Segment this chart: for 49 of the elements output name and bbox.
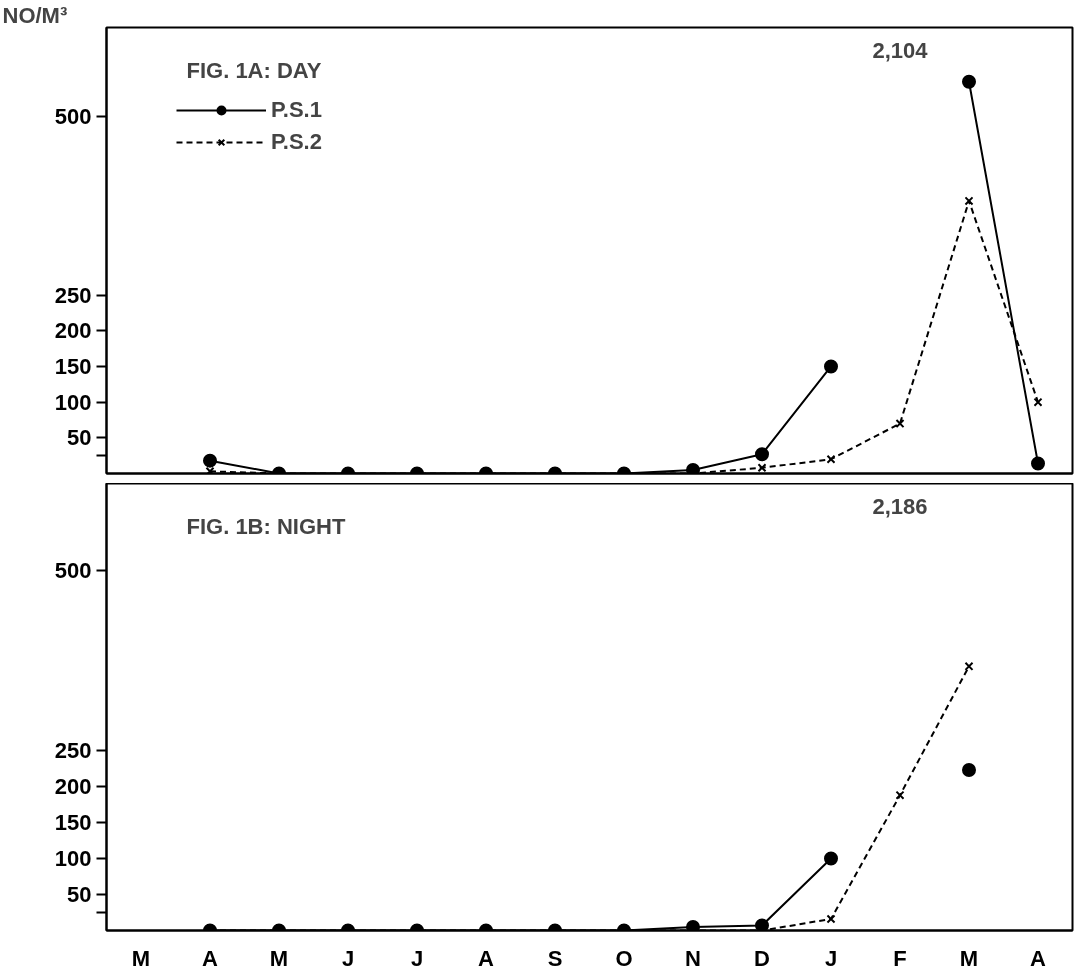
point: [1033, 397, 1043, 407]
point: [205, 466, 215, 474]
point: [757, 463, 767, 473]
y-tick-label: 100: [54, 389, 92, 415]
point: [686, 919, 700, 931]
x-tick-label: M: [269, 945, 289, 971]
x-tick-label: M: [959, 945, 979, 971]
point: [203, 453, 217, 468]
x-tick-label: A: [1030, 945, 1047, 971]
point: [895, 790, 905, 800]
x-tick-label: A: [202, 945, 219, 971]
annotation: 2,104: [872, 37, 929, 63]
x-tick-label: F: [893, 945, 907, 971]
y-tick-label: 200: [54, 318, 92, 344]
x-tick-label: D: [754, 945, 770, 971]
x-tick-label: O: [615, 945, 633, 971]
point: [964, 196, 974, 206]
y-tick-label: 200: [54, 774, 92, 800]
x-tick-label: A: [478, 945, 495, 971]
y-tick-label: 250: [54, 738, 92, 764]
x-tick-label: M: [131, 945, 151, 971]
y-tick-label: 250: [54, 282, 92, 308]
text: FIG. 1B: NIGHT: [186, 513, 346, 539]
point: [895, 419, 905, 429]
y-tick-label: 150: [54, 353, 92, 379]
legend-label: P.S.2: [271, 129, 322, 155]
point: [962, 762, 976, 777]
y-tick-label: 100: [54, 846, 92, 872]
text: FIG. 1A: DAY: [186, 57, 322, 83]
x-tick-label: J: [410, 945, 424, 971]
point: [962, 74, 976, 89]
point: [824, 359, 838, 374]
x-tick-label: J: [341, 945, 355, 971]
y-tick-label: 50: [67, 882, 92, 908]
x-tick-label: J: [824, 945, 838, 971]
x-tick-label: N: [685, 945, 701, 971]
point: [826, 454, 836, 464]
point: [686, 462, 700, 474]
annotation: 2,186: [872, 493, 928, 519]
y-tick-label: 500: [54, 104, 92, 130]
y-tick-label: 50: [67, 425, 92, 451]
y-axis-title: NO/M³: [2, 2, 68, 28]
point: [755, 447, 769, 462]
x-tick-label: S: [547, 945, 563, 971]
y-tick-label: 500: [54, 558, 92, 584]
legend-label: P.S.1: [271, 97, 322, 123]
point: [1031, 456, 1045, 471]
y-tick-label: 150: [54, 810, 92, 836]
point: [964, 661, 974, 671]
